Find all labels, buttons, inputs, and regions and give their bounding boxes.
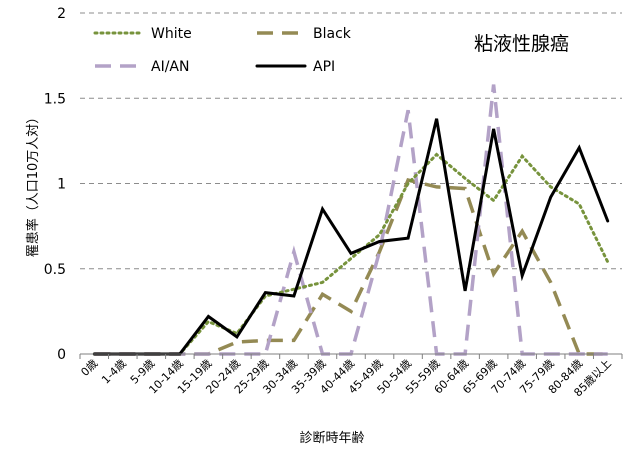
x-axis-label: 診断時年齢 [299, 430, 364, 446]
y-tick-label: 2 [57, 6, 66, 22]
legend-item: API [255, 59, 335, 75]
x-tick-label: 0歳 [78, 357, 100, 379]
y-tick-label: 0 [57, 347, 66, 363]
chart-title: 粘液性腺癌 [474, 33, 569, 55]
y-tick-label: 1 [57, 177, 66, 193]
series-layer [92, 84, 610, 356]
grid-layer [80, 12, 622, 270]
legend-item: Black [257, 26, 352, 42]
series-line-api [92, 118, 610, 356]
legend: White Black AI/AN API [93, 26, 352, 75]
legend-label: API [313, 59, 335, 75]
legend-item: White [93, 26, 192, 42]
series-line-black [94, 178, 608, 356]
legend-label: AI/AN [151, 59, 189, 75]
legend-item: AI/AN [95, 59, 189, 75]
x-tick-label: 1-4歳 [99, 357, 129, 387]
y-tick-label: 0.5 [44, 262, 66, 278]
y-axis-label: 罹患率（人口10万人対） [25, 111, 41, 258]
series-line-ai-an [94, 84, 608, 356]
y-tick-label: 1.5 [44, 91, 66, 107]
legend-label: White [151, 26, 192, 42]
legend-label: Black [313, 26, 352, 42]
